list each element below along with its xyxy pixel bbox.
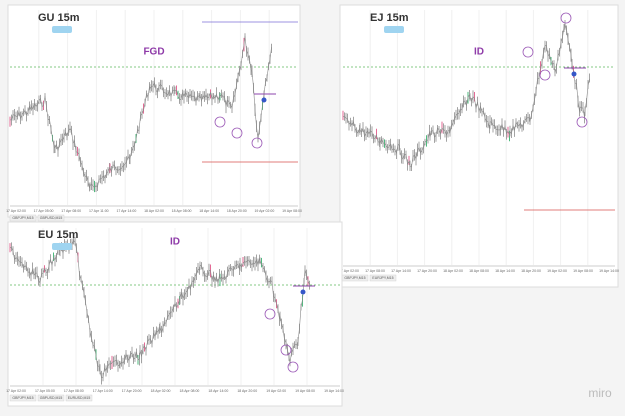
tab-label: EURUSD,M15: [68, 396, 91, 400]
tab-label: GBPJPY,M15: [12, 396, 33, 400]
x-tick-label: 17 Apr 05:00: [35, 389, 55, 393]
x-tick-label: 17 Apr 08:00: [64, 389, 84, 393]
pattern-label: ID: [474, 47, 484, 58]
tab-label: EURJPY,M15: [372, 276, 393, 280]
marker-dot: [261, 97, 267, 103]
x-tick-label: 17 Apr 08:00: [365, 269, 385, 273]
marker-circle: [251, 137, 263, 149]
tab-label: GBPJPY,M15: [344, 276, 365, 280]
x-tick-label: 18 Apr 02:00: [443, 269, 463, 273]
x-tick-label: 17 Apr 14:00: [391, 269, 411, 273]
tab-label: GBPUSD,M15: [40, 216, 63, 220]
tab: [65, 394, 93, 402]
chart-panel: EJ 15m ID 17 Apr 02:00 17 Apr 08:00 17 Apr 1…: [339, 4, 619, 288]
watermark: miro: [588, 386, 612, 400]
x-tick-label: 19 Apr 08:00: [573, 269, 593, 273]
x-tick-label: 19 Apr 08:00: [282, 209, 302, 213]
x-tick-label: 17 Apr 08:00: [61, 209, 81, 213]
price-line: [9, 36, 272, 189]
x-tick-label: 17 Apr 05:00: [34, 209, 54, 213]
x-tick-label: 19 Apr 02:00: [254, 209, 274, 213]
x-tick-label: 17 Apr 14:00: [93, 389, 113, 393]
x-tick-label: 17 Apr 02:00: [6, 209, 26, 213]
tab: [37, 214, 65, 222]
badge: [384, 26, 404, 33]
marker-circle: [287, 361, 299, 373]
chart-panel: GU 15m FGD 17 Apr 02:00 17 Apr 05:00 17 Apr …: [6, 4, 302, 222]
marker-circle: [560, 12, 572, 24]
x-tick-label: 19 Apr 14:00: [599, 269, 619, 273]
badge: [52, 26, 72, 33]
tab-label: GBPUSD,M15: [40, 396, 63, 400]
x-tick-label: 18 Apr 14:00: [495, 269, 515, 273]
x-tick-label: 17 Apr 02:00: [339, 269, 359, 273]
x-tick-label: 18 Apr 14:00: [208, 389, 228, 393]
chart-title: GU 15m: [38, 12, 80, 24]
tab: [37, 394, 65, 402]
x-tick-label: 18 Apr 02:00: [151, 389, 171, 393]
pattern-label: FGD: [143, 47, 164, 58]
x-tick-label: 18 Apr 20:00: [521, 269, 541, 273]
x-tick-label: 19 Apr 02:00: [547, 269, 567, 273]
x-tick-label: 17 Apr 20:00: [417, 269, 437, 273]
marker-circle: [264, 308, 276, 320]
marker-circle: [280, 344, 292, 356]
marker-circle: [231, 127, 243, 139]
chart-panel: EU 15m ID 17 Apr 02:00 17 Apr 05:00 17 Apr 0…: [6, 221, 344, 407]
x-tick-label: 18 Apr 20:00: [227, 209, 247, 213]
x-tick-label: 18 Apr 20:00: [237, 389, 257, 393]
tab: [9, 394, 37, 402]
chart-title: EJ 15m: [370, 12, 409, 24]
x-tick-label: 17 Apr 20:00: [122, 389, 142, 393]
chart-title: EU 15m: [38, 229, 79, 241]
x-tick-label: 17 Apr 14:00: [116, 209, 136, 213]
tab: [369, 274, 397, 282]
marker-circle: [522, 46, 534, 58]
marker-circle: [576, 116, 588, 128]
badge: [52, 243, 72, 250]
x-tick-label: 18 Apr 08:00: [172, 209, 192, 213]
x-tick-label: 19 Apr 14:00: [324, 389, 344, 393]
pattern-label: ID: [170, 237, 180, 248]
marker-circle: [539, 69, 551, 81]
price-line: [342, 23, 590, 168]
x-tick-label: 19 Apr 08:00: [295, 389, 315, 393]
marker-dot: [300, 289, 306, 295]
x-tick-label: 18 Apr 08:00: [469, 269, 489, 273]
x-tick-label: 18 Apr 14:00: [199, 209, 219, 213]
x-tick-label: 17 Apr 11:00: [89, 209, 109, 213]
x-tick-label: 18 Apr 02:00: [144, 209, 164, 213]
x-tick-label: 18 Apr 08:00: [180, 389, 200, 393]
tab-label: GBPJPY,M15: [12, 216, 33, 220]
x-tick-label: 19 Apr 02:00: [266, 389, 286, 393]
marker-circle: [214, 116, 226, 128]
tab: [9, 214, 37, 222]
x-tick-label: 17 Apr 02:00: [6, 389, 26, 393]
marker-dot: [571, 71, 577, 77]
